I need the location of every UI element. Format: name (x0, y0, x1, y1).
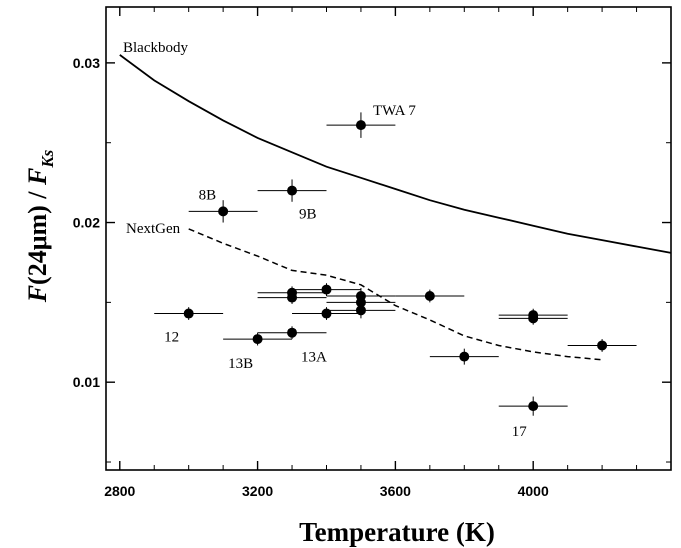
y-axis-title: F(24μm) / FKs (23, 149, 57, 303)
data-point (597, 340, 608, 351)
data-point (528, 313, 539, 324)
x-tick-label: 4000 (518, 483, 549, 499)
point-label: 13A (301, 350, 327, 366)
x-tick-label: 3600 (380, 483, 411, 499)
data-point (252, 334, 263, 345)
data-point (528, 401, 539, 412)
y-tick-label: 0.01 (73, 374, 100, 390)
model-curves (119, 54, 672, 361)
data-point (321, 308, 332, 319)
data-point (287, 292, 298, 303)
data-point (287, 185, 298, 196)
y-axis-title-subscript: Ks (38, 149, 57, 168)
data-point (218, 206, 229, 217)
data-point (287, 327, 298, 338)
data-point (424, 290, 435, 301)
nextgen-curve (188, 228, 603, 361)
point-label: 17 (512, 424, 528, 440)
point-label: 9B (299, 207, 317, 223)
nextgen-label: NextGen (126, 221, 181, 237)
y-tick-label: 0.02 (73, 215, 100, 231)
point-label: 8B (199, 187, 217, 203)
blackbody-label: Blackbody (123, 40, 188, 56)
data-point (459, 351, 470, 362)
x-tick-label: 3200 (242, 483, 273, 499)
y-tick-label: 0.03 (73, 55, 100, 71)
y-axis-title-f: F (23, 285, 52, 303)
x-tick-label: 2800 (104, 483, 135, 499)
x-axis-title: Temperature (K) (299, 517, 495, 547)
data-point (321, 284, 332, 295)
point-label: 13B (228, 356, 253, 372)
annotations: Blackbody NextGen TWA 7 9B 8B 12 13B 13A 17 (123, 40, 527, 440)
point-label: 12 (164, 330, 179, 346)
data-points (154, 112, 637, 416)
data-point (183, 308, 194, 319)
y-axis-title-middle: (24μm) / (23, 185, 52, 285)
plot-frame (105, 6, 672, 471)
data-point (355, 120, 366, 131)
y-axis-title-f2: F (23, 168, 52, 186)
data-point (355, 305, 366, 316)
axis-ticks: 2800 3200 3600 4000 0.01 0.02 0.03 (73, 7, 671, 499)
point-label: TWA 7 (373, 103, 416, 119)
blackbody-curve (119, 54, 672, 254)
